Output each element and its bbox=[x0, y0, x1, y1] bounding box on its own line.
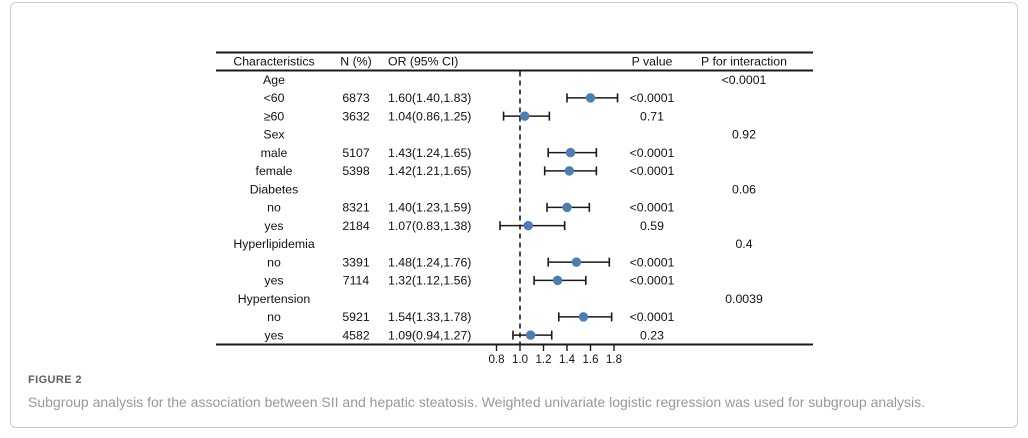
or-ci-value: 1.60(1.40,1.83) bbox=[388, 91, 471, 105]
n-value: 3391 bbox=[342, 255, 370, 269]
figure-label: FIGURE 2 bbox=[28, 374, 82, 386]
p-interaction-value: 0.4 bbox=[735, 237, 752, 251]
axis-tick-label: 0.8 bbox=[489, 354, 505, 366]
p-value: <0.0001 bbox=[630, 201, 675, 215]
row-subgroup-label: no bbox=[267, 310, 281, 324]
p-interaction-value: <0.0001 bbox=[722, 73, 767, 87]
or-dot bbox=[520, 111, 530, 121]
n-value: 6873 bbox=[342, 91, 370, 105]
or-ci-value: 1.42(1.21,1.65) bbox=[388, 164, 471, 178]
col-header-n: N (%) bbox=[340, 55, 371, 69]
n-value: 2184 bbox=[342, 219, 370, 233]
row-group-label: Diabetes bbox=[250, 182, 299, 196]
forest-plot: Characteristics N (%) OR (95% CI) P value P … bbox=[216, 51, 813, 366]
p-value: 0.71 bbox=[640, 109, 664, 123]
row-subgroup-label: yes bbox=[264, 274, 283, 288]
or-ci-value: 1.09(0.94,1.27) bbox=[388, 328, 471, 342]
row-group-label: Sex bbox=[263, 128, 285, 142]
or-ci-value: 1.32(1.12,1.56) bbox=[388, 274, 471, 288]
col-header-p-interaction: P for interaction bbox=[701, 55, 787, 69]
p-interaction-value: 0.0039 bbox=[725, 292, 763, 306]
n-value: 5921 bbox=[342, 310, 370, 324]
n-value: 7114 bbox=[343, 274, 370, 288]
or-ci-value: 1.40(1.23,1.59) bbox=[388, 201, 471, 215]
col-header-p-value: P value bbox=[632, 55, 673, 69]
p-value: <0.0001 bbox=[630, 310, 675, 324]
row-subgroup-label: yes bbox=[264, 219, 283, 233]
or-dot bbox=[523, 220, 533, 231]
axis-tick-label: 1.6 bbox=[583, 354, 599, 366]
row-group-label: Hypertension bbox=[238, 292, 311, 306]
or-dot bbox=[571, 257, 582, 267]
row-subgroup-label: no bbox=[267, 255, 281, 269]
axis-tick-label: 1.2 bbox=[536, 354, 552, 366]
or-dot bbox=[578, 312, 589, 322]
p-value: <0.0001 bbox=[630, 274, 675, 288]
or-ci-value: 1.04(0.86,1.25) bbox=[388, 109, 471, 123]
n-value: 5398 bbox=[342, 164, 370, 178]
or-dot bbox=[565, 147, 576, 158]
or-ci-value: 1.48(1.24,1.76) bbox=[388, 255, 471, 269]
p-value: <0.0001 bbox=[630, 146, 675, 160]
axis-tick-label: 1.8 bbox=[606, 354, 622, 366]
row-group-label: Age bbox=[263, 73, 285, 87]
p-value: <0.0001 bbox=[630, 255, 675, 269]
or-dot bbox=[564, 166, 575, 176]
or-dot bbox=[552, 275, 563, 286]
col-header-characteristics: Characteristics bbox=[233, 55, 314, 69]
or-ci-value: 1.07(0.83,1.38) bbox=[388, 219, 471, 233]
p-value: 0.59 bbox=[640, 219, 664, 233]
row-group-label: Hyperlipidemia bbox=[233, 237, 314, 251]
figure-caption-block: FIGURE 2 Subgroup analysis for the assoc… bbox=[28, 374, 1003, 412]
or-ci-value: 1.43(1.24,1.65) bbox=[388, 146, 471, 160]
or-dot bbox=[525, 330, 536, 340]
figure-card: Characteristics N (%) OR (95% CI) P value P … bbox=[10, 2, 1018, 428]
p-value: <0.0001 bbox=[630, 91, 675, 105]
figure-caption-text: Subgroup analysis for the association be… bbox=[28, 394, 926, 410]
row-subgroup-label: yes bbox=[264, 328, 283, 342]
row-subgroup-label: male bbox=[261, 146, 288, 160]
n-value: 4582 bbox=[342, 328, 370, 342]
axis-tick-label: 1.0 bbox=[512, 354, 528, 366]
row-subgroup-label: ≥60 bbox=[264, 109, 285, 123]
n-value: 3632 bbox=[342, 109, 370, 123]
n-value: 5107 bbox=[342, 146, 370, 160]
col-header-or-ci: OR (95% CI) bbox=[388, 55, 458, 69]
p-interaction-value: 0.06 bbox=[732, 182, 756, 196]
or-ci-value: 1.54(1.33,1.78) bbox=[388, 310, 471, 324]
p-value: 0.23 bbox=[640, 328, 664, 342]
row-subgroup-label: female bbox=[256, 164, 293, 178]
or-dot bbox=[585, 93, 596, 103]
p-interaction-value: 0.92 bbox=[732, 128, 756, 142]
p-value: <0.0001 bbox=[630, 164, 675, 178]
or-dot bbox=[562, 202, 572, 213]
row-subgroup-label: no bbox=[267, 201, 281, 215]
n-value: 8321 bbox=[342, 201, 370, 215]
row-subgroup-label: <60 bbox=[264, 91, 285, 105]
axis-tick-label: 1.4 bbox=[559, 354, 576, 366]
